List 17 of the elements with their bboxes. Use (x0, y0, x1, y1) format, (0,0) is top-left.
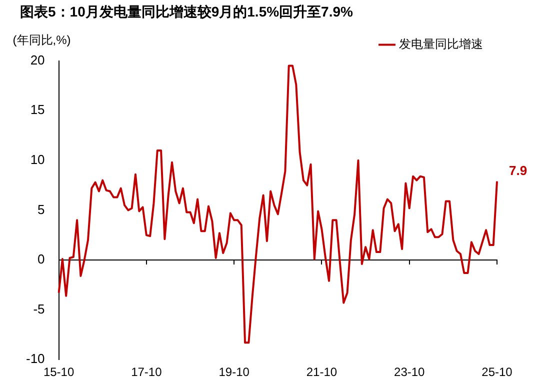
x-tick-label: 23-10 (394, 365, 426, 380)
annotation: 7.9 (509, 162, 528, 178)
y-axis-title: (年同比,%) (12, 33, 71, 48)
y-tick-label: 15 (30, 102, 45, 118)
y-tick-label: 0 (38, 252, 45, 267)
x-tick-label: 21-10 (306, 365, 338, 380)
legend-label: 发电量同比增速 (399, 37, 483, 52)
x-tick-label: 17-10 (131, 365, 162, 380)
y-tick-label: 5 (38, 202, 45, 217)
x-tick-label: 19-10 (218, 365, 250, 380)
y-tick-label: 20 (30, 52, 45, 68)
chart-title: 图表5：10月发电量同比增速较9月的1.5%回升至7.9% (20, 3, 354, 20)
y-tick-label: -10 (26, 351, 45, 366)
y-tick-label: 10 (30, 152, 45, 167)
x-tick-label: 25-10 (482, 365, 513, 380)
y-tick-label: -5 (33, 301, 45, 316)
x-tick-label: 15-10 (43, 365, 74, 380)
